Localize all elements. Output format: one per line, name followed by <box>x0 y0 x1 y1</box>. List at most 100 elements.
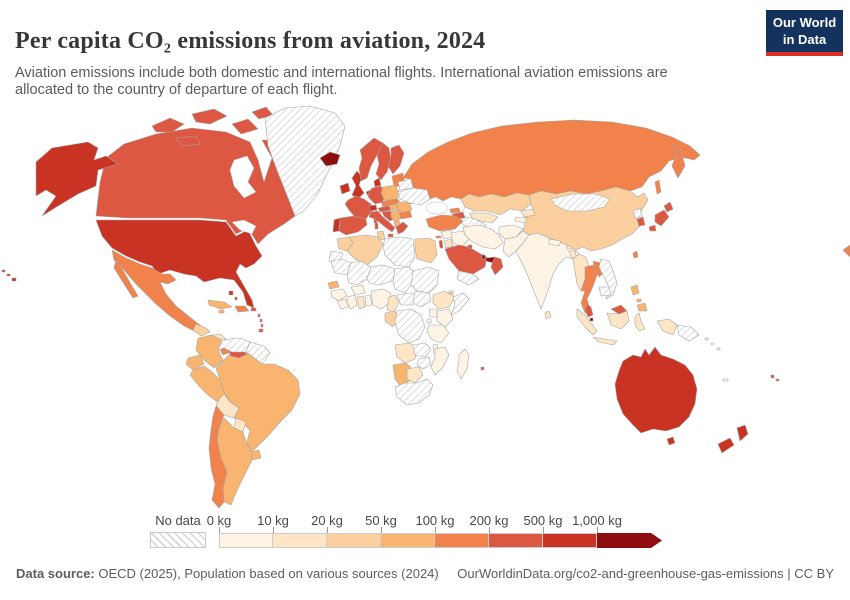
country-libya[interactable] <box>382 236 416 268</box>
country-hawaii[interactable] <box>1 269 17 282</box>
country-israel[interactable] <box>438 239 444 249</box>
country-india[interactable] <box>515 232 580 310</box>
country-namibia[interactable] <box>392 362 412 388</box>
country-iceland[interactable] <box>319 151 341 167</box>
country-vietnam[interactable] <box>598 258 618 300</box>
country-guinea[interactable] <box>330 288 348 302</box>
country-saudi-arabia[interactable] <box>444 244 488 275</box>
country-yemen[interactable] <box>456 270 480 286</box>
country-tanzania[interactable] <box>426 324 450 344</box>
country-sri-lanka[interactable] <box>544 310 552 320</box>
country-kenya[interactable] <box>436 308 454 328</box>
country-south-korea[interactable] <box>636 216 646 227</box>
country-dominican-republic[interactable] <box>234 305 250 313</box>
country-sweden[interactable] <box>375 142 392 181</box>
country-nepal[interactable] <box>548 238 562 247</box>
legend-bin-500-1,000 kg[interactable] <box>543 533 597 548</box>
country-burkina-faso[interactable] <box>350 284 366 296</box>
country-denmark[interactable] <box>373 177 382 188</box>
country-uganda[interactable] <box>428 308 438 318</box>
country-venezuela[interactable] <box>217 337 251 353</box>
country-spain[interactable] <box>338 215 368 236</box>
country-botswana[interactable] <box>406 366 424 384</box>
country-turkey[interactable] <box>425 214 464 232</box>
country-mongolia[interactable] <box>550 193 611 212</box>
country-fiji[interactable] <box>770 374 780 382</box>
country-north-korea[interactable] <box>632 207 643 219</box>
country-angola[interactable] <box>394 342 418 364</box>
legend-no-data[interactable]: No data <box>150 513 206 548</box>
country-mexico[interactable] <box>111 249 205 333</box>
footer-credit-link[interactable]: OurWorldinData.org/co2-and-greenhouse-ga… <box>457 566 834 581</box>
country-germany[interactable] <box>367 185 386 205</box>
country-south-sudan[interactable] <box>412 290 432 308</box>
country-ethiopia[interactable] <box>432 290 456 310</box>
country-chile[interactable] <box>208 405 228 509</box>
country-madagascar[interactable] <box>456 348 470 380</box>
country-trinidad[interactable] <box>258 328 264 333</box>
country-qatar[interactable] <box>481 254 486 260</box>
country-solomon-islands[interactable] <box>704 337 721 351</box>
country-colombia[interactable] <box>195 334 224 369</box>
country-cameroon[interactable] <box>386 294 400 314</box>
country-drc[interactable] <box>394 308 426 344</box>
country-jamaica[interactable] <box>218 309 225 314</box>
country-lesser-antilles[interactable] <box>257 313 264 328</box>
country-zimbabwe[interactable] <box>416 356 432 370</box>
legend-no-data-swatch[interactable] <box>150 532 206 548</box>
country-taiwan[interactable] <box>632 250 639 259</box>
country-switzerland[interactable] <box>368 204 378 212</box>
country-sierra-leone-liberia[interactable] <box>336 298 350 310</box>
country-ecuador[interactable] <box>185 354 205 371</box>
country-japan[interactable] <box>648 201 674 232</box>
country-somalia[interactable] <box>450 292 470 316</box>
legend-bin-100-200 kg[interactable] <box>435 533 489 548</box>
country-georgia[interactable] <box>449 207 461 214</box>
legend-bin-20-50 kg[interactable] <box>327 533 381 548</box>
country-algeria[interactable] <box>346 234 384 266</box>
country-senegal[interactable] <box>327 280 340 290</box>
country-cuba[interactable] <box>207 299 233 310</box>
country-cyprus[interactable] <box>435 235 442 239</box>
country-ivory-coast[interactable] <box>346 294 358 310</box>
legend-bin-1,000+ kg[interactable] <box>597 533 662 548</box>
country-oman[interactable] <box>490 256 504 276</box>
country-tajikistan[interactable] <box>514 216 528 224</box>
country-iraq[interactable] <box>450 230 470 248</box>
country-papua-new-guinea[interactable] <box>676 324 700 342</box>
country-kazakhstan[interactable] <box>460 192 532 216</box>
country-djibouti[interactable] <box>448 290 454 295</box>
country-greenland[interactable] <box>264 105 346 217</box>
country-ghana[interactable] <box>356 295 366 310</box>
legend-bin-50-100 kg[interactable] <box>381 533 435 548</box>
legend-bin-0-10 kg[interactable] <box>219 533 273 548</box>
country-puerto-rico[interactable] <box>250 307 257 312</box>
country-south-africa[interactable] <box>394 378 434 406</box>
country-australia[interactable] <box>614 346 698 434</box>
country-mauritius[interactable] <box>480 366 485 371</box>
country-bhutan[interactable] <box>566 245 573 250</box>
country-bolivia[interactable] <box>215 393 240 419</box>
country-kyrgyzstan[interactable] <box>520 208 536 218</box>
legend-bin-10-20 kg[interactable] <box>273 533 327 548</box>
country-sudan[interactable] <box>410 266 440 294</box>
country-canada-arctic-islands[interactable] <box>151 106 274 147</box>
country-cambodia[interactable] <box>598 286 612 297</box>
owid-logo[interactable]: Our World in Data <box>766 10 843 56</box>
country-bahamas[interactable] <box>228 290 238 301</box>
country-jordan[interactable] <box>443 238 454 249</box>
country-kuwait[interactable] <box>467 244 473 249</box>
country-ireland[interactable] <box>339 182 351 195</box>
country-finland[interactable] <box>387 144 405 175</box>
country-benin-togo[interactable] <box>364 294 373 307</box>
country-guatemala[interactable] <box>192 323 211 337</box>
country-singapore[interactable] <box>589 317 594 322</box>
country-new-zealand[interactable] <box>717 424 749 454</box>
country-tasmania[interactable] <box>666 436 676 446</box>
country-poland[interactable] <box>380 184 400 202</box>
country-new-caledonia[interactable] <box>722 378 729 382</box>
country-italy[interactable] <box>368 210 396 238</box>
country-indonesia[interactable] <box>576 308 678 346</box>
country-mozambique[interactable] <box>430 346 450 376</box>
country-bulgaria[interactable] <box>398 210 413 220</box>
